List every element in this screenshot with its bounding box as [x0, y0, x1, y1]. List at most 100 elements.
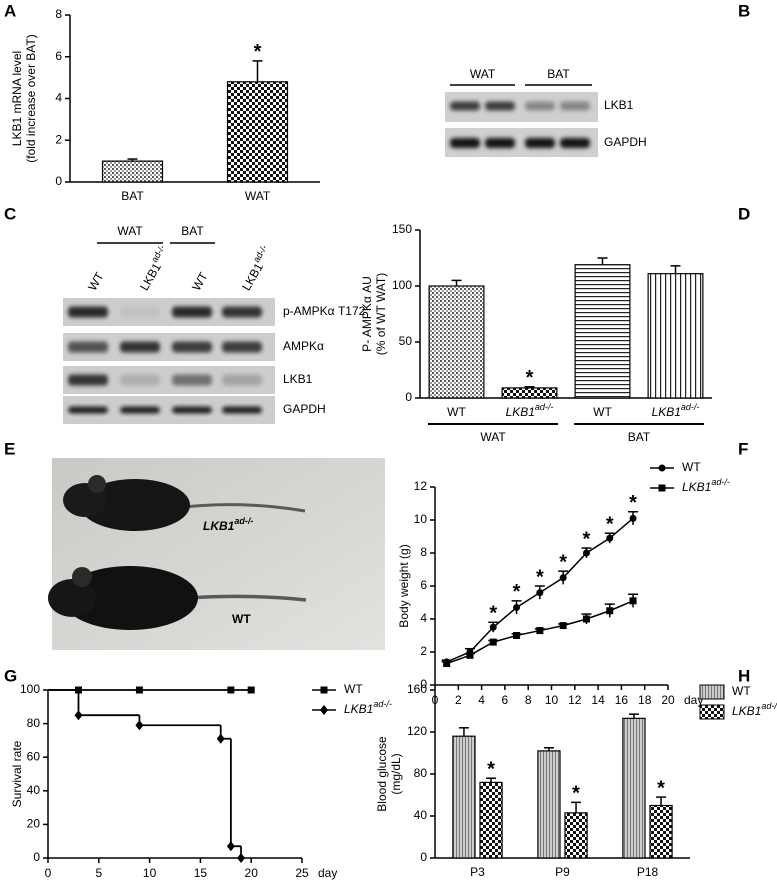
panel-label: F [738, 439, 748, 458]
y-tick-label: 8 [420, 545, 427, 559]
legend-label-sup: ad-/- [761, 701, 777, 711]
significance: * [572, 783, 580, 805]
blot-band [68, 406, 108, 414]
panel-label: C [4, 204, 16, 223]
y-tick-label: 100 [392, 278, 412, 292]
x-tick-label-sup: ad-/- [681, 402, 700, 412]
blot-band [68, 306, 108, 318]
group-label: WAT [117, 224, 143, 238]
blot-band [222, 341, 262, 353]
x-tick-label: 20 [661, 693, 675, 707]
photo [48, 458, 385, 650]
photo-label-sup: ad-/- [234, 516, 253, 526]
legend-label: LKB1ad-/- [732, 701, 777, 718]
legend-label: LKB1ad-/- [344, 699, 392, 716]
row-label: p-AMPKα T172 [283, 304, 366, 318]
legend-label: WT [344, 682, 363, 696]
marker [226, 841, 235, 852]
lane-label: LKB1ad-/- [237, 243, 275, 293]
x-tick-label: 6 [502, 693, 509, 707]
x-tick-label: LKB1ad-/- [652, 402, 700, 419]
legend-marker [320, 705, 328, 715]
blot-band [120, 341, 160, 353]
marker [513, 632, 521, 639]
marker [559, 574, 567, 582]
y-tick-label: 0 [420, 677, 427, 691]
y-tick-label: 20 [27, 817, 41, 831]
x-axis-label: day [684, 693, 703, 707]
marker [489, 638, 497, 646]
y-tick-label: 40 [27, 783, 41, 797]
bar [564, 812, 588, 859]
significance: * [583, 528, 591, 550]
x-tick-label: 14 [591, 693, 605, 707]
blot-band [525, 138, 555, 148]
x-tick-label-main: LKB1 [506, 405, 535, 419]
y-axis-label: Survival rate [10, 740, 24, 807]
panel-label: H [738, 666, 750, 685]
x-tick-label: 0 [45, 866, 52, 880]
row-label: GAPDH [283, 402, 326, 416]
legend-marker [658, 484, 666, 492]
blot-band [222, 306, 262, 318]
significance: * [657, 777, 665, 799]
significance: * [487, 758, 495, 780]
y-tick-label: 4 [55, 91, 62, 105]
y-tick-label: 160 [407, 682, 427, 696]
significance: * [513, 581, 521, 603]
row-label: AMPKα [283, 339, 324, 353]
x-tick-label: 10 [545, 693, 559, 707]
x-tick-label: WAT [245, 189, 271, 203]
significance: * [559, 551, 567, 573]
mouse-head [48, 579, 96, 617]
marker [629, 514, 637, 522]
x-tick-label: BAT [121, 189, 144, 203]
bar [647, 273, 704, 399]
y-tick-label: 150 [392, 222, 412, 236]
blot-band [120, 374, 160, 386]
group-label: WAT [480, 430, 506, 444]
blot-band [485, 101, 515, 111]
lane-label-main: LKB1 [137, 260, 164, 293]
y-tick-label: 60 [27, 749, 41, 763]
x-tick-label: 4 [478, 693, 485, 707]
blot-band [172, 406, 212, 414]
legend-label-main: LKB1 [344, 702, 373, 716]
blot-band [172, 306, 212, 318]
blot-band [485, 138, 515, 148]
blot-band [450, 101, 480, 111]
significance: * [629, 492, 637, 514]
mouse-body [80, 479, 190, 531]
significance: * [606, 513, 614, 535]
x-tick-label: P18 [637, 865, 659, 879]
x-tick-label: 10 [143, 866, 157, 880]
bar [479, 781, 503, 859]
legend-label: LKB1ad-/- [682, 477, 730, 494]
marker [247, 686, 255, 694]
lane-label: LKB1ad-/- [135, 243, 173, 293]
blot-band [222, 374, 262, 386]
marker [237, 853, 246, 863]
marker [74, 710, 83, 721]
y-tick-label: 8 [55, 7, 62, 21]
y-tick-label: 12 [414, 479, 428, 493]
marker [135, 720, 144, 731]
legend-label-main: LKB1 [682, 480, 711, 494]
panel-label: E [4, 439, 15, 458]
legend-swatch [699, 704, 725, 720]
lane-label: WT [85, 269, 107, 293]
x-tick-label: WT [593, 405, 612, 419]
legend-label-main: LKB1 [732, 704, 761, 718]
row-label: LKB1 [283, 372, 313, 386]
y-tick-label: 6 [420, 578, 427, 592]
y-axis-label: (mg/dL) [389, 753, 403, 794]
bar [501, 387, 558, 399]
x-tick-label: LKB1ad-/- [506, 402, 554, 419]
blot-band [560, 138, 590, 148]
x-tick-label: P9 [555, 865, 570, 879]
x-tick-label: 5 [95, 866, 102, 880]
mouse-ear [88, 475, 106, 493]
bar [574, 264, 631, 399]
x-tick-label: 2 [455, 693, 462, 707]
